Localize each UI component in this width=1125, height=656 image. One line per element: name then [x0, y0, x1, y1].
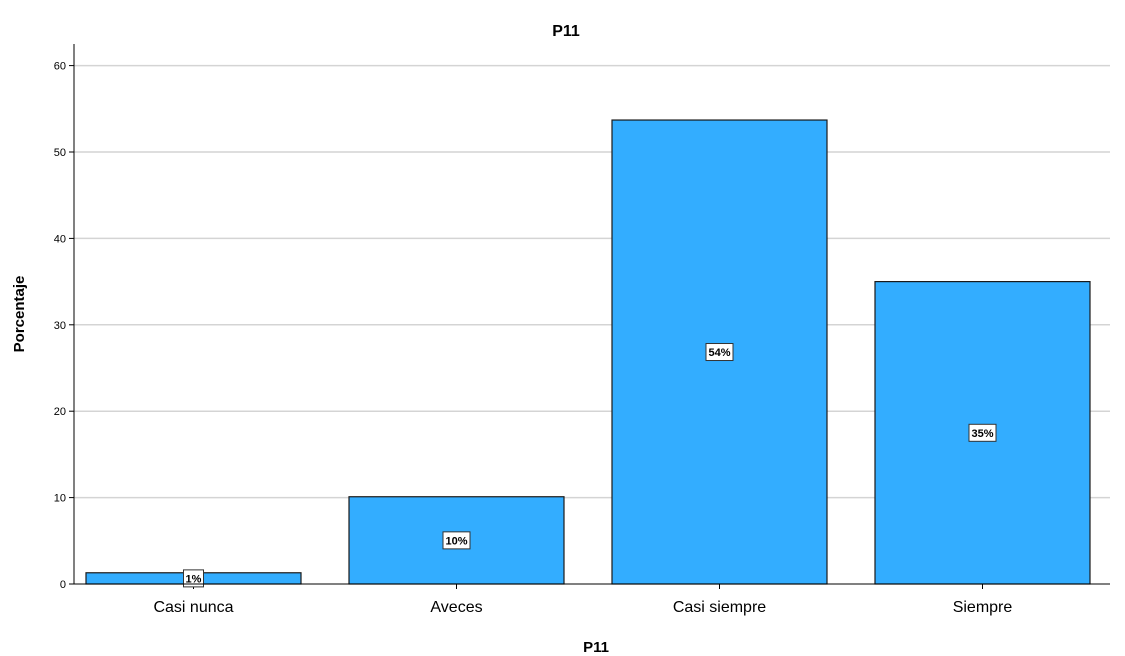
- y-tick-label: 30: [54, 320, 66, 332]
- y-tick-label: 20: [54, 406, 66, 418]
- bars: [85, 119, 1091, 585]
- y-tick-label: 50: [54, 147, 66, 159]
- x-tick-label: Siempre: [953, 599, 1013, 616]
- y-tick-label: 0: [60, 579, 66, 591]
- x-tick-label: Aveces: [430, 599, 482, 616]
- y-tick-labels: 0 10 20 30 40 50 60: [54, 61, 74, 591]
- chart-title: P11: [552, 23, 580, 40]
- data-label-box: [705, 343, 734, 362]
- data-labels: 1% 10% 54% 35%: [183, 343, 997, 588]
- x-tick-label: Casi siempre: [673, 599, 766, 616]
- y-axis-title: Porcentaje: [11, 276, 28, 353]
- data-label: 54%: [708, 347, 730, 359]
- y-tick-label: 10: [54, 493, 66, 505]
- x-tick-label: Casi nunca: [153, 599, 233, 616]
- data-label: 35%: [971, 428, 993, 440]
- y-tick-label: 40: [54, 233, 66, 245]
- data-label-box: [968, 423, 997, 442]
- data-label: 1%: [186, 573, 202, 585]
- data-label-box: [442, 531, 471, 550]
- y-tick-label: 60: [54, 61, 66, 73]
- x-tick-labels: Casi nunca Aveces Casi siempre Siempre: [153, 584, 1012, 616]
- data-label: 10%: [445, 535, 467, 547]
- data-label-box: [183, 569, 204, 588]
- x-axis-title: P11: [583, 639, 609, 656]
